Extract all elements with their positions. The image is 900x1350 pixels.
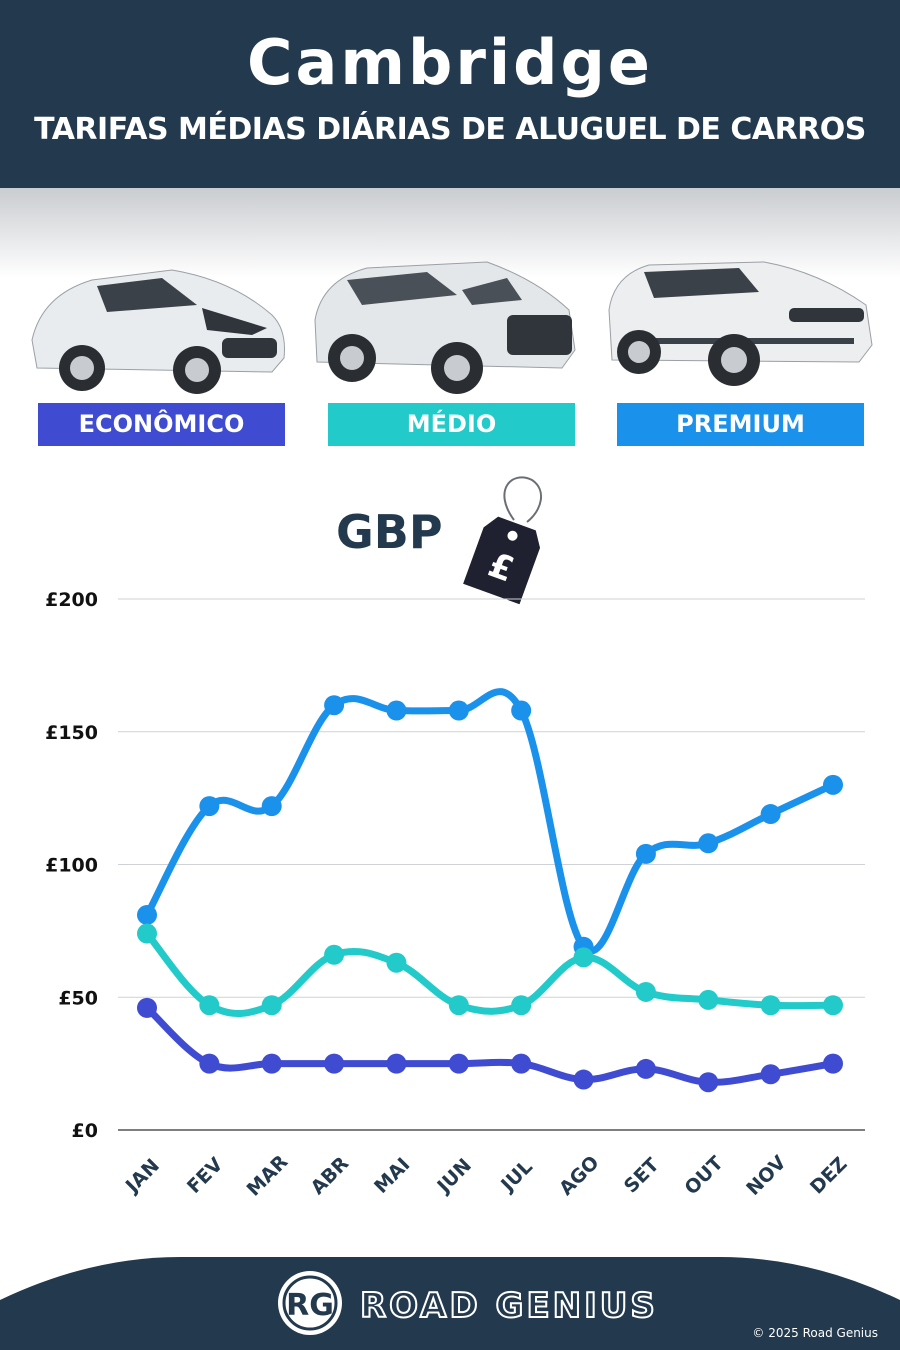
page-title: Cambridge bbox=[247, 26, 653, 99]
x-tick-label: NOV bbox=[742, 1151, 790, 1199]
x-tick-label: MAR bbox=[243, 1151, 293, 1201]
price-tag-icon: £ bbox=[463, 476, 542, 605]
data-point bbox=[573, 1069, 594, 1090]
data-point bbox=[635, 981, 656, 1002]
y-tick-label: £150 bbox=[45, 722, 98, 744]
data-point bbox=[324, 695, 345, 716]
data-point bbox=[386, 700, 407, 721]
x-tick-label: FEV bbox=[183, 1153, 228, 1198]
series-0 bbox=[137, 688, 843, 957]
data-point bbox=[448, 1053, 469, 1074]
footer: RG ROAD GENIUS bbox=[0, 1257, 900, 1350]
x-tick-label: MAI bbox=[370, 1154, 414, 1198]
y-tick-label: £50 bbox=[58, 987, 98, 1009]
copyright: © 2025 Road Genius bbox=[752, 1326, 878, 1340]
data-point bbox=[137, 904, 157, 925]
data-point bbox=[823, 995, 843, 1016]
data-point bbox=[760, 995, 781, 1016]
page-subtitle: TARIFAS MÉDIAS DIÁRIAS DE ALUGUEL DE CAR… bbox=[34, 112, 866, 147]
data-point bbox=[823, 774, 843, 795]
data-point bbox=[386, 952, 407, 973]
x-tick-label: JUL bbox=[496, 1156, 537, 1197]
data-point bbox=[199, 995, 220, 1016]
data-point bbox=[573, 947, 594, 968]
premium-car-icon bbox=[608, 261, 873, 386]
data-point bbox=[698, 1072, 719, 1093]
currency-label: GBP bbox=[336, 505, 443, 559]
data-point bbox=[760, 804, 781, 825]
x-tick-label: AGO bbox=[555, 1152, 603, 1200]
data-point bbox=[324, 1053, 345, 1074]
x-tick-label: JAN bbox=[120, 1155, 164, 1199]
data-point bbox=[698, 833, 719, 854]
x-tick-label: DEZ bbox=[806, 1153, 852, 1199]
data-point bbox=[635, 1058, 656, 1079]
category-badge-medium: MÉDIO bbox=[328, 403, 575, 446]
data-point bbox=[261, 796, 282, 817]
data-point bbox=[511, 700, 532, 721]
data-point bbox=[199, 1053, 220, 1074]
suv-car-icon bbox=[314, 261, 576, 394]
data-point bbox=[199, 796, 220, 817]
chart-series bbox=[137, 688, 843, 1093]
data-point bbox=[448, 995, 469, 1016]
x-axis-ticks: JAN FEV MAR ABR MAI JUN JUL AGO SET OUT NOV DEZ bbox=[120, 1151, 851, 1201]
economy-car-icon bbox=[31, 269, 285, 394]
category-badge-economy: ECONÔMICO bbox=[38, 403, 285, 446]
series-2 bbox=[137, 997, 843, 1093]
chart-grid bbox=[118, 598, 865, 1131]
category-badge-premium: PREMIUM bbox=[617, 403, 864, 446]
data-point bbox=[698, 989, 719, 1010]
y-tick-label: £200 bbox=[45, 589, 98, 611]
y-tick-label: £0 bbox=[72, 1120, 98, 1142]
data-point bbox=[137, 923, 157, 944]
x-tick-label: OUT bbox=[681, 1152, 728, 1199]
logo-mark: RG bbox=[286, 1288, 334, 1323]
x-tick-label: JUN bbox=[432, 1154, 476, 1198]
data-point bbox=[823, 1053, 843, 1074]
y-axis-ticks: £0 £50 £100 £150 £200 bbox=[45, 589, 98, 1142]
data-point bbox=[137, 997, 157, 1018]
data-point bbox=[261, 1053, 282, 1074]
data-point bbox=[261, 995, 282, 1016]
series-line bbox=[143, 930, 837, 1018]
x-tick-label: ABR bbox=[307, 1152, 354, 1199]
header: Cambridge TARIFAS MÉDIAS DIÁRIAS DE ALUG… bbox=[0, 0, 900, 188]
series-line bbox=[143, 688, 837, 955]
y-tick-label: £100 bbox=[45, 855, 98, 877]
data-point bbox=[511, 995, 532, 1016]
data-point bbox=[760, 1064, 781, 1085]
data-point bbox=[511, 1053, 532, 1074]
data-point bbox=[324, 944, 345, 965]
x-tick-label: SET bbox=[620, 1154, 664, 1198]
line-chart: £0 £50 £100 £150 £200 JAN FEV MAR ABR MAI JUN JUL A… bbox=[45, 589, 865, 1201]
data-point bbox=[635, 843, 656, 864]
data-point bbox=[386, 1053, 407, 1074]
brand-name: ROAD GENIUS bbox=[360, 1286, 658, 1326]
series-1 bbox=[137, 923, 843, 1018]
series-line bbox=[143, 1004, 837, 1086]
data-point bbox=[448, 700, 469, 721]
